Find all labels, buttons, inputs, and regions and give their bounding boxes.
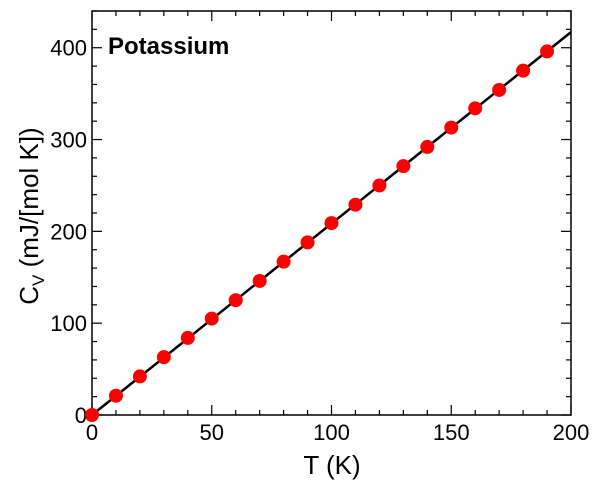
- data-point: [420, 139, 435, 154]
- y-axis-title-main: C: [14, 286, 44, 305]
- data-point: [276, 254, 291, 269]
- x-tick-label: 50: [200, 420, 224, 445]
- data-group: [85, 31, 571, 422]
- x-axis-title: T (K): [303, 450, 360, 480]
- chart-title: Potassium: [108, 33, 229, 60]
- y-tick-label: 400: [50, 36, 87, 61]
- data-point: [85, 408, 99, 422]
- data-point: [372, 178, 387, 193]
- y-tick-label: 100: [50, 311, 87, 336]
- data-point: [396, 159, 411, 174]
- x-tick-label: 100: [313, 420, 350, 445]
- data-point: [516, 63, 531, 78]
- y-axis-title-rest: (mJ/[mol K]): [14, 127, 44, 274]
- data-point: [300, 235, 315, 250]
- data-point: [324, 216, 339, 231]
- data-point: [132, 369, 147, 384]
- data-point: [228, 293, 243, 308]
- data-point: [108, 388, 123, 403]
- x-tick-label: 150: [433, 420, 470, 445]
- data-point: [468, 101, 483, 116]
- data-point: [252, 273, 267, 288]
- data-point: [204, 311, 219, 326]
- x-tick-label: 200: [553, 420, 590, 445]
- plot-layer: 0 50 100 150 200 0 100 200 300 400: [50, 10, 590, 445]
- data-point: [444, 120, 459, 135]
- data-point: [492, 82, 507, 97]
- data-point: [348, 197, 363, 212]
- y-axis-title-sub: V: [29, 274, 48, 286]
- y-tick-label: 300: [50, 128, 87, 153]
- data-point: [540, 44, 555, 59]
- y-axis-title: CV (mJ/[mol K]): [14, 127, 48, 304]
- y-tick-label: 0: [75, 403, 87, 428]
- data-point: [180, 330, 195, 345]
- x-tick-label: 0: [86, 420, 98, 445]
- y-tick-label: 200: [50, 219, 87, 244]
- data-point: [156, 350, 171, 365]
